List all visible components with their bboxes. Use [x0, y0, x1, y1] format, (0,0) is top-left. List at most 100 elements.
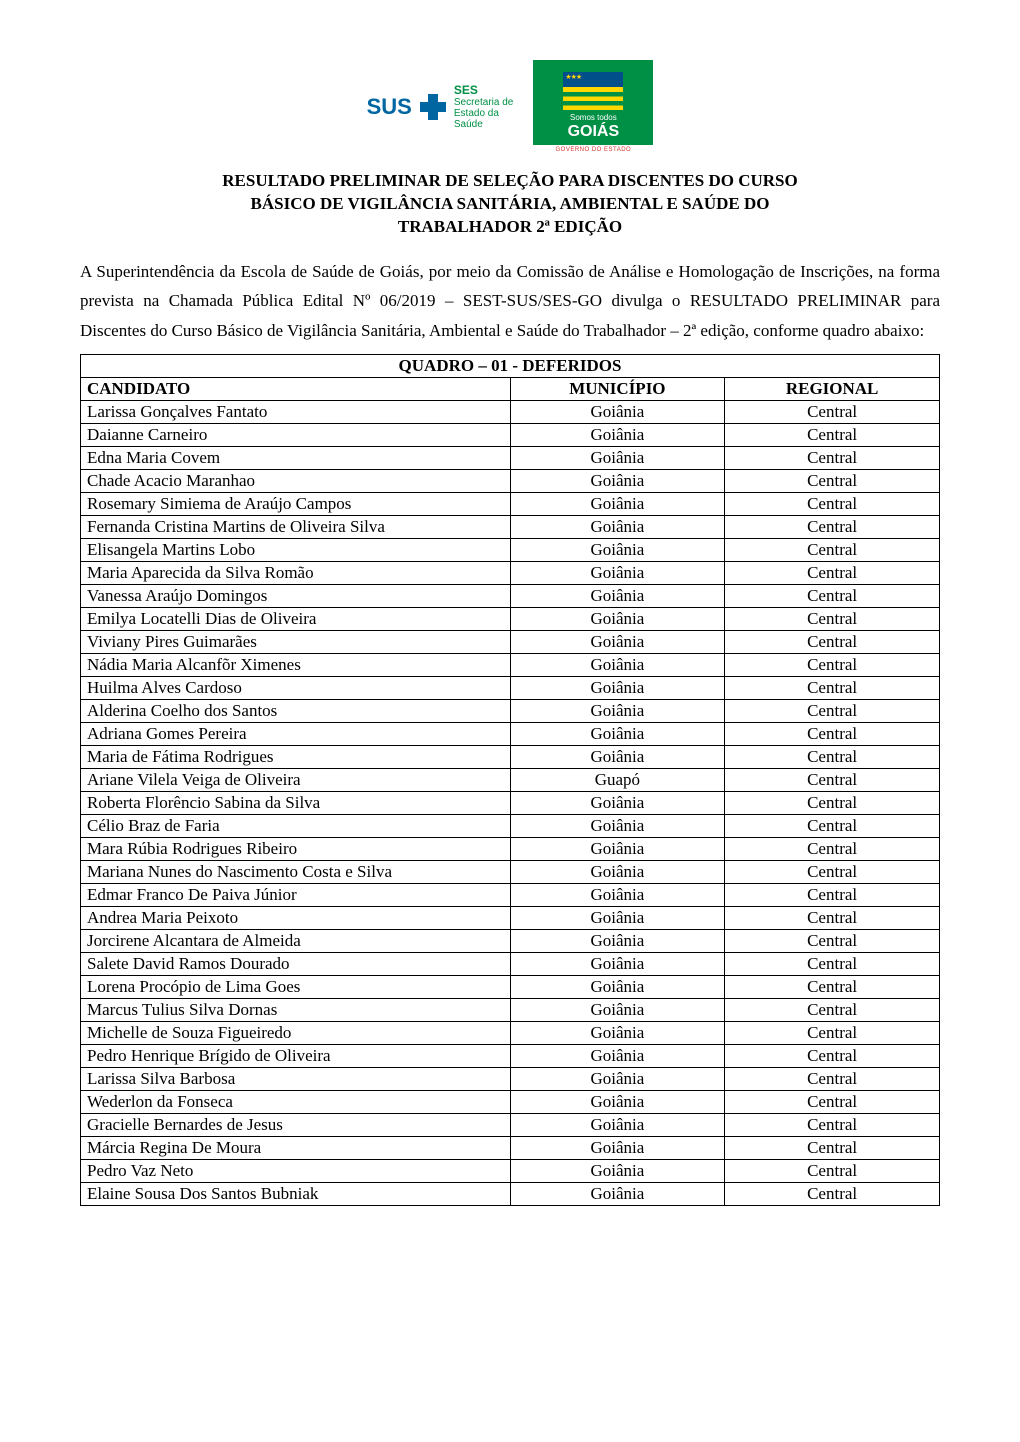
cell-municipio: Goiânia — [510, 1113, 725, 1136]
ses-label: SES Secretaria de Estado da Saúde — [454, 84, 513, 130]
table-row: Roberta Florêncio Sabina da SilvaGoiânia… — [81, 791, 940, 814]
table-row: Fernanda Cristina Martins de Oliveira Si… — [81, 515, 940, 538]
cell-regional: Central — [725, 1090, 940, 1113]
cell-municipio: Goiânia — [510, 929, 725, 952]
cell-municipio: Goiânia — [510, 837, 725, 860]
cell-municipio: Goiânia — [510, 561, 725, 584]
cell-regional: Central — [725, 607, 940, 630]
table-row: Wederlon da FonsecaGoiâniaCentral — [81, 1090, 940, 1113]
cell-candidato: Michelle de Souza Figueiredo — [81, 1021, 511, 1044]
cell-regional: Central — [725, 446, 940, 469]
cell-candidato: Larissa Gonçalves Fantato — [81, 400, 511, 423]
cell-regional: Central — [725, 814, 940, 837]
cell-candidato: Mariana Nunes do Nascimento Costa e Silv… — [81, 860, 511, 883]
table-row: Vanessa Araújo DomingosGoiâniaCentral — [81, 584, 940, 607]
cell-municipio: Goiânia — [510, 538, 725, 561]
cell-candidato: Marcus Tulius Silva Dornas — [81, 998, 511, 1021]
table-row: Jorcirene Alcantara de AlmeidaGoiâniaCen… — [81, 929, 940, 952]
table-row: Márcia Regina De MouraGoiâniaCentral — [81, 1136, 940, 1159]
intro-paragraph: A Superintendência da Escola de Saúde de… — [80, 257, 940, 346]
cell-regional: Central — [725, 423, 940, 446]
cell-municipio: Goiânia — [510, 906, 725, 929]
goias-flag-icon — [563, 72, 623, 110]
table-row: Elaine Sousa Dos Santos BubniakGoiâniaCe… — [81, 1182, 940, 1205]
cell-regional: Central — [725, 883, 940, 906]
cell-candidato: Emilya Locatelli Dias de Oliveira — [81, 607, 511, 630]
table-row: Marcus Tulius Silva DornasGoiâniaCentral — [81, 998, 940, 1021]
cell-municipio: Goiânia — [510, 1067, 725, 1090]
header-candidato: CANDIDATO — [81, 377, 511, 400]
table-row: Nádia Maria Alcanfõr XimenesGoiâniaCentr… — [81, 653, 940, 676]
goias-slogan: Somos todos — [547, 114, 639, 123]
cell-candidato: Pedro Vaz Neto — [81, 1159, 511, 1182]
cell-candidato: Edna Maria Covem — [81, 446, 511, 469]
cell-municipio: Guapó — [510, 768, 725, 791]
cell-candidato: Jorcirene Alcantara de Almeida — [81, 929, 511, 952]
sus-plus-icon — [420, 94, 446, 120]
cell-regional: Central — [725, 584, 940, 607]
cell-municipio: Goiânia — [510, 1136, 725, 1159]
table-row: Viviany Pires GuimarãesGoiâniaCentral — [81, 630, 940, 653]
table-row: Huilma Alves CardosoGoiâniaCentral — [81, 676, 940, 699]
cell-municipio: Goiânia — [510, 676, 725, 699]
table-row: Célio Braz de FariaGoiâniaCentral — [81, 814, 940, 837]
document-title: RESULTADO PRELIMINAR DE SELEÇÃO PARA DIS… — [80, 170, 940, 239]
cell-regional: Central — [725, 1044, 940, 1067]
sus-label: SUS — [367, 94, 412, 120]
cell-regional: Central — [725, 791, 940, 814]
sus-logo: SUS SES Secretaria de Estado da Saúde — [367, 84, 514, 130]
cell-regional: Central — [725, 676, 940, 699]
cell-candidato: Pedro Henrique Brígido de Oliveira — [81, 1044, 511, 1067]
goias-footer: GOVERNO DO ESTADO — [533, 145, 653, 155]
cell-regional: Central — [725, 906, 940, 929]
table-row: Rosemary Simiema de Araújo CamposGoiânia… — [81, 492, 940, 515]
cell-candidato: Márcia Regina De Moura — [81, 1136, 511, 1159]
cell-municipio: Goiânia — [510, 745, 725, 768]
cell-candidato: Alderina Coelho dos Santos — [81, 699, 511, 722]
cell-candidato: Daianne Carneiro — [81, 423, 511, 446]
table-title: QUADRO – 01 - DEFERIDOS — [81, 354, 940, 377]
cell-regional: Central — [725, 929, 940, 952]
cell-municipio: Goiânia — [510, 814, 725, 837]
cell-candidato: Nádia Maria Alcanfõr Ximenes — [81, 653, 511, 676]
table-header-row: CANDIDATO MUNICÍPIO REGIONAL — [81, 377, 940, 400]
table-row: Mara Rúbia Rodrigues RibeiroGoiâniaCentr… — [81, 837, 940, 860]
table-row: Ariane Vilela Veiga de OliveiraGuapóCent… — [81, 768, 940, 791]
cell-municipio: Goiânia — [510, 584, 725, 607]
cell-municipio: Goiânia — [510, 975, 725, 998]
cell-regional: Central — [725, 653, 940, 676]
table-row: Emilya Locatelli Dias de OliveiraGoiânia… — [81, 607, 940, 630]
cell-candidato: Wederlon da Fonseca — [81, 1090, 511, 1113]
cell-candidato: Fernanda Cristina Martins de Oliveira Si… — [81, 515, 511, 538]
table-row: Elisangela Martins LoboGoiâniaCentral — [81, 538, 940, 561]
cell-candidato: Ariane Vilela Veiga de Oliveira — [81, 768, 511, 791]
cell-municipio: Goiânia — [510, 1090, 725, 1113]
cell-regional: Central — [725, 837, 940, 860]
cell-regional: Central — [725, 722, 940, 745]
cell-regional: Central — [725, 630, 940, 653]
cell-municipio: Goiânia — [510, 998, 725, 1021]
table-row: Larissa Gonçalves FantatoGoiâniaCentral — [81, 400, 940, 423]
cell-regional: Central — [725, 469, 940, 492]
cell-municipio: Goiânia — [510, 446, 725, 469]
cell-municipio: Goiânia — [510, 699, 725, 722]
cell-candidato: Andrea Maria Peixoto — [81, 906, 511, 929]
cell-regional: Central — [725, 492, 940, 515]
cell-regional: Central — [725, 561, 940, 584]
cell-regional: Central — [725, 1021, 940, 1044]
cell-candidato: Maria de Fátima Rodrigues — [81, 745, 511, 768]
table-row: Pedro Vaz NetoGoiâniaCentral — [81, 1159, 940, 1182]
cell-regional: Central — [725, 400, 940, 423]
cell-regional: Central — [725, 975, 940, 998]
table-row: Edna Maria CovemGoiâniaCentral — [81, 446, 940, 469]
title-line-3: TRABALHADOR 2ª EDIÇÃO — [398, 217, 622, 236]
cell-municipio: Goiânia — [510, 722, 725, 745]
cell-municipio: Goiânia — [510, 1159, 725, 1182]
table-row: Maria de Fátima RodriguesGoiâniaCentral — [81, 745, 940, 768]
title-line-1: RESULTADO PRELIMINAR DE SELEÇÃO PARA DIS… — [222, 171, 797, 190]
cell-candidato: Gracielle Bernardes de Jesus — [81, 1113, 511, 1136]
cell-municipio: Goiânia — [510, 952, 725, 975]
cell-candidato: Edmar Franco De Paiva Júnior — [81, 883, 511, 906]
cell-candidato: Roberta Florêncio Sabina da Silva — [81, 791, 511, 814]
cell-candidato: Maria Aparecida da Silva Romão — [81, 561, 511, 584]
